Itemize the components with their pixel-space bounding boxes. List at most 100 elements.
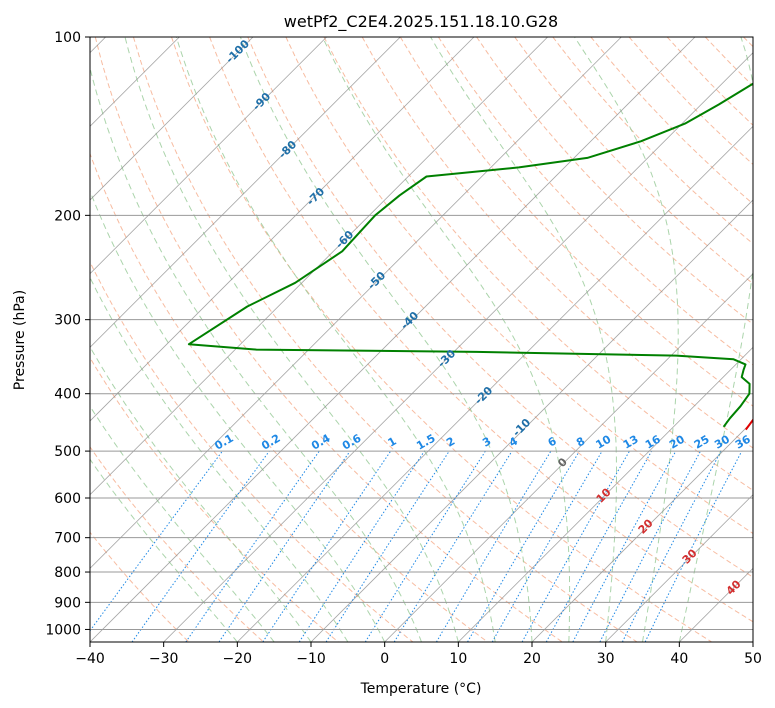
isotherm [90, 37, 622, 569]
dry-adiabat [437, 37, 753, 366]
x-tick-label: −10 [296, 651, 326, 667]
isotherm [531, 420, 753, 642]
dry-adiabat [323, 37, 753, 491]
mixing-ratio-label: 20 [667, 432, 687, 451]
mixing-ratio-label: 25 [692, 433, 712, 452]
dry-adiabat [90, 260, 414, 642]
mixing-ratio-line [545, 450, 653, 642]
dry-adiabat [552, 37, 753, 245]
isotherm [752, 641, 753, 642]
dry-adiabat [743, 37, 753, 48]
x-axis-label: Temperature (°C) [360, 681, 482, 697]
mixing-ratio-label: 0.1 [212, 432, 235, 453]
isotherm [458, 346, 753, 642]
x-tick-label: 40 [670, 651, 688, 667]
y-tick-label: 800 [54, 565, 81, 581]
moist-adiabat [175, 37, 496, 642]
mixing-ratio-label: 1 [386, 435, 399, 450]
x-tick-label: −40 [75, 651, 105, 667]
y-tick-label: 200 [54, 208, 81, 224]
y-tick-label: 300 [54, 313, 81, 329]
moist-adiabat [90, 276, 349, 642]
mixing-ratio-line [599, 450, 701, 642]
x-tick-label: 10 [449, 651, 467, 667]
plot-frame [89, 36, 754, 643]
moist-adiabat [239, 37, 533, 642]
moist-adiabat-label: -40 [398, 309, 421, 332]
mixing-ratio-line [262, 450, 392, 642]
mixing-ratio-line [521, 450, 630, 642]
mixing-ratio-line [298, 450, 425, 642]
y-axis-label: Pressure (hPa) [12, 290, 28, 390]
moist-adiabat [574, 37, 679, 642]
moist-adiabat-label: -50 [365, 269, 388, 292]
mixing-ratio-line [185, 450, 320, 642]
moist-adiabat [430, 37, 617, 642]
moist-adiabat-label: -70 [304, 185, 327, 208]
isotherm [163, 52, 753, 642]
mixing-ratio-label: 16 [643, 432, 663, 451]
dry-adiabat [590, 37, 753, 205]
mixing-ratio-label: 0.2 [259, 432, 282, 453]
mixing-ratio-line [364, 450, 486, 642]
isobar-grid [90, 37, 753, 630]
y-tick-label: 700 [54, 531, 81, 547]
dry-adiabat [90, 152, 488, 642]
moist-adiabat [90, 65, 422, 642]
x-tick-label: −20 [223, 651, 253, 667]
isotherm [90, 37, 327, 275]
isotherm [90, 37, 696, 642]
mixing-ratio-label: 8 [574, 435, 587, 450]
moist-adiabat [90, 189, 386, 642]
mixing-ratio-line [435, 450, 552, 642]
moist-adiabat [90, 458, 238, 642]
x-tick-label: 0 [380, 651, 389, 667]
mixing-ratio-line [218, 450, 351, 642]
moist-adiabat [322, 37, 571, 642]
moist-adiabat [124, 37, 459, 642]
isotherm [310, 199, 753, 642]
dry-adiabat [704, 37, 753, 87]
background-lines [90, 37, 753, 642]
dry-adiabat [94, 37, 563, 642]
chart-title: wetPf2_C2E4.2025.151.18.10.G28 [284, 12, 558, 32]
mixing-ratio-line [90, 450, 223, 632]
mixing-ratio-line [621, 450, 722, 642]
y-tick-label: 100 [54, 30, 81, 46]
isotherm-label: 30 [680, 546, 700, 566]
mixing-ratio-label: 36 [733, 432, 753, 451]
mixing-ratio-label: 6 [546, 434, 559, 449]
line-labels: 0.1 0.2 0.4 0.6 1 1.5 2 3 4 6 8 10 13 16 20 25 30 36-100-… [212, 37, 753, 598]
dry-adiabat [132, 37, 638, 642]
mixing-ratio-label: 3 [480, 435, 493, 450]
temperature-profile-line [744, 418, 753, 431]
moist-adiabat [90, 345, 312, 642]
mixing-ratio-line [325, 450, 450, 642]
mixing-ratio-label: 13 [621, 433, 641, 452]
y-tick-label: 900 [54, 595, 81, 611]
dry-adiabat [666, 37, 753, 126]
mixing-ratio-label: 0.4 [309, 431, 333, 452]
isotherm-label: 10 [594, 485, 614, 505]
isotherm [90, 37, 401, 348]
dry-adiabat [247, 37, 753, 578]
isotherm [384, 273, 753, 642]
y-axis-ticks: 100 200 300 400 500 600 700 800 900 1000 [45, 30, 90, 638]
y-tick-label: 500 [54, 444, 81, 460]
dry-adiabat [90, 531, 190, 642]
isotherm [605, 494, 753, 642]
moist-adiabat-label: -100 [223, 37, 252, 66]
mixing-ratio-label: 2 [444, 435, 457, 450]
dry-adiabat [90, 446, 264, 642]
dry-adiabat [209, 37, 753, 623]
x-tick-label: −30 [149, 651, 179, 667]
isotherm [237, 125, 753, 642]
mixing-ratio-label: 1.5 [414, 432, 437, 453]
mixing-ratio-line [644, 450, 743, 642]
dry-adiabat [90, 356, 339, 642]
dewpoint-profile-line [187, 82, 753, 428]
profiles [187, 82, 753, 431]
y-tick-label: 600 [54, 491, 81, 507]
x-tick-label: 50 [744, 651, 762, 667]
dry-adiabat [171, 37, 712, 642]
